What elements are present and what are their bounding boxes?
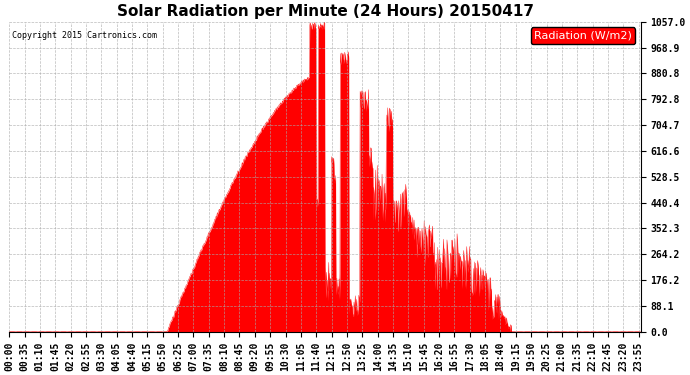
Legend: Radiation (W/m2): Radiation (W/m2) — [531, 27, 635, 44]
Text: Copyright 2015 Cartronics.com: Copyright 2015 Cartronics.com — [12, 31, 157, 40]
Title: Solar Radiation per Minute (24 Hours) 20150417: Solar Radiation per Minute (24 Hours) 20… — [117, 4, 533, 19]
